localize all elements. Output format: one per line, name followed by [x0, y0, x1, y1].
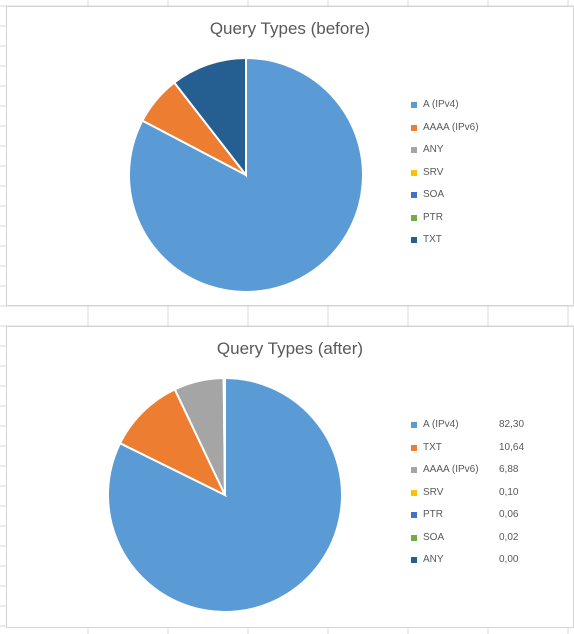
pie-slice-txt[interactable]	[172, 56, 247, 178]
legend-swatch	[411, 512, 417, 518]
legend-swatch	[411, 237, 417, 243]
pie-chart-before[interactable]: Query Types (before) A (IPv4) AAAA (IPv6)…	[6, 6, 574, 306]
pie-plot	[128, 56, 364, 293]
legend-label: SRV	[423, 166, 444, 178]
pie-slice-a-ipv4[interactable]	[107, 376, 343, 613]
legend-label: A (IPv4)	[423, 419, 459, 430]
legend-value: 10,64	[499, 441, 525, 453]
legend: A (IPv4) 82,30 TXT 10,64 AAAA (IPv6) 6,88 SRV 0…	[411, 418, 561, 578]
legend-label: AAAA (IPv6)	[423, 464, 479, 475]
pie-plot	[107, 376, 343, 613]
legend-value: 0,06	[499, 509, 519, 520]
legend: A (IPv4) AAAA (IPv6) ANY SRV SOA PTR TXT	[411, 98, 561, 258]
chart-title: Query Types (before)	[209, 19, 371, 38]
legend-swatch	[411, 534, 417, 541]
legend-value: 82,30	[499, 419, 525, 430]
legend-swatch	[411, 467, 417, 473]
legend-label: SOA	[423, 531, 445, 543]
legend-label: PTR	[423, 211, 443, 223]
legend-label: SOA	[423, 189, 445, 200]
chart-title: Query Types (after)	[216, 339, 364, 358]
legend-label: SRV	[423, 486, 444, 498]
pie-chart-after[interactable]: Query Types (after) A (IPv4) 82,30 TXT 10,6…	[6, 326, 574, 628]
legend-label: A (IPv4)	[423, 99, 459, 110]
legend-value: 0,02	[499, 531, 519, 543]
legend-swatch	[411, 192, 417, 198]
legend-swatch	[411, 147, 417, 153]
legend-label: PTR	[423, 509, 443, 520]
legend-label: TXT	[423, 234, 442, 245]
legend-swatch	[411, 489, 417, 496]
legend-swatch	[411, 214, 417, 221]
legend-value: 0,00	[499, 554, 519, 565]
pie-slice-txt[interactable]	[118, 387, 228, 498]
legend-swatch	[411, 102, 417, 108]
legend-swatch	[411, 557, 417, 563]
legend-label: TXT	[423, 441, 442, 453]
legend-swatch	[411, 124, 417, 131]
legend-value: 6,88	[499, 464, 519, 475]
legend-label: ANY	[423, 144, 444, 155]
legend-swatch	[411, 169, 417, 176]
legend-label: AAAA (IPv6)	[423, 121, 479, 133]
legend-value: 0,10	[499, 486, 519, 498]
legend-swatch	[411, 444, 417, 451]
legend-label: ANY	[423, 554, 444, 565]
legend-swatch	[411, 422, 417, 428]
